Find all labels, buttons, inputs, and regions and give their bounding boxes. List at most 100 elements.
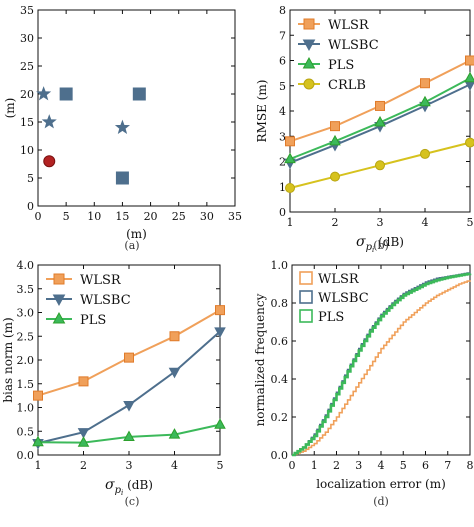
x-tick-label: 20 <box>144 210 158 223</box>
panel-d: 0 1 2 3 4 5 6 7 8 0.0 0.2 0.4 0.6 0.8 1.0 WLSR WLSBC PLS l… <box>253 259 474 508</box>
x-tick-label: 3 <box>377 216 384 229</box>
y-tick-label: 0 <box>279 206 286 219</box>
data-point <box>465 137 474 148</box>
y-axis-label: RMSE (m) <box>255 80 269 143</box>
x-tick-label: 35 <box>228 210 242 223</box>
y-tick-label: 5 <box>279 80 286 93</box>
series-pls <box>292 272 472 457</box>
point-square <box>115 171 129 185</box>
y-tick-label: 10 <box>20 144 34 157</box>
x-tick-label: 4 <box>422 216 429 229</box>
legend: WLSR WLSBC PLS <box>299 271 369 325</box>
y-tick-label: 20 <box>20 88 34 101</box>
y-tick-label: 25 <box>20 60 34 73</box>
data-point <box>123 430 135 442</box>
x-tick-label: 5 <box>467 216 474 229</box>
series-wlsr <box>33 305 225 401</box>
x-tick-label: 8 <box>467 459 474 472</box>
data-point <box>32 435 44 447</box>
x-axis-label: σpi (dB) <box>356 234 404 254</box>
y-tick-label: 2 <box>279 156 286 169</box>
point-star <box>41 114 57 129</box>
legend-label: WLSR <box>318 272 360 287</box>
data-point <box>419 95 431 107</box>
y-tick-label: 0.5 <box>17 425 35 438</box>
data-point <box>285 136 295 147</box>
legend-label: WLSBC <box>328 38 379 53</box>
legend-label: PLS <box>328 58 354 73</box>
legend-label: PLS <box>318 310 344 325</box>
data-point <box>330 121 340 132</box>
data-point <box>124 352 134 363</box>
data-point <box>375 160 385 171</box>
legend-label: WLSBC <box>318 291 369 306</box>
data-point <box>464 71 474 83</box>
point-circle <box>43 155 56 168</box>
x-tick-label: 4 <box>171 459 178 472</box>
x-tick-label: 0 <box>35 210 42 223</box>
point-square <box>132 87 146 101</box>
data-point <box>33 390 43 401</box>
legend-label: PLS <box>80 313 106 328</box>
legend-swatch <box>299 309 313 323</box>
x-tick-label: 25 <box>172 210 186 223</box>
data-point <box>284 152 296 164</box>
data-point <box>168 367 181 379</box>
x-tick-label: 2 <box>80 459 87 472</box>
caption: (d) <box>373 495 389 508</box>
data-point <box>329 134 341 146</box>
y-tick-label: 2.5 <box>17 330 35 343</box>
y-tick-label: 7 <box>279 29 286 42</box>
legend-marker <box>302 56 316 69</box>
caption: (a) <box>124 239 139 252</box>
legend-marker <box>302 39 316 52</box>
x-tick-label: 7 <box>444 459 451 472</box>
y-tick-label: 1.0 <box>271 259 289 272</box>
cdf-curve <box>292 272 472 457</box>
y-axis-label: normalized frequency <box>253 293 267 426</box>
data-point <box>420 78 430 89</box>
x-tick-label: 3 <box>355 459 362 472</box>
x-tick-label: 2 <box>333 459 340 472</box>
x-tick-label: 4 <box>378 459 385 472</box>
x-tick-label: 2 <box>332 216 339 229</box>
y-tick-label: 0.0 <box>271 449 289 462</box>
x-tick-label: 10 <box>87 210 101 223</box>
x-tick-label: 15 <box>115 210 129 223</box>
data-point <box>285 183 295 194</box>
y-tick-label: 4 <box>279 105 286 118</box>
series-wlsr <box>285 55 474 147</box>
y-tick-label: 0.2 <box>271 411 289 424</box>
data-point <box>214 418 226 429</box>
x-axis-label: localization error (m) <box>316 477 446 491</box>
data-point <box>420 148 430 159</box>
data-point <box>375 100 385 111</box>
legend-label: WLSR <box>80 273 122 288</box>
legend-label: CRLB <box>328 78 366 93</box>
legend-swatch <box>299 290 313 304</box>
y-tick-label: 0.6 <box>271 335 289 348</box>
y-tick-label: 15 <box>20 116 34 129</box>
data-point <box>78 376 89 387</box>
legend: WLSR WLSBC PLS CRLB <box>298 18 379 93</box>
x-tick-label: 5 <box>217 459 224 472</box>
plot-frame <box>37 9 236 207</box>
x-tick-label: 30 <box>200 210 214 223</box>
cdf-curve <box>292 280 471 456</box>
panel-c: 1 2 3 4 5 0.0 0.5 1.0 1.5 2.0 2.5 3.0 3.5 4.0 WLSR WLSB… <box>1 259 226 508</box>
y-tick-label: 1.0 <box>17 402 35 415</box>
y-tick-label: 2.0 <box>17 354 35 367</box>
y-tick-label: 0.4 <box>271 373 289 386</box>
legend: WLSR WLSBC PLS <box>46 273 131 328</box>
legend-marker <box>52 311 66 324</box>
series-pls <box>32 418 226 447</box>
legend-label: WLSR <box>328 18 370 33</box>
y-axis-label: (m) <box>3 98 17 119</box>
y-tick-label: 3 <box>279 130 286 143</box>
data-point <box>330 171 340 182</box>
data-point <box>168 428 181 439</box>
data-point <box>77 428 90 439</box>
x-tick-label: 1 <box>35 459 42 472</box>
